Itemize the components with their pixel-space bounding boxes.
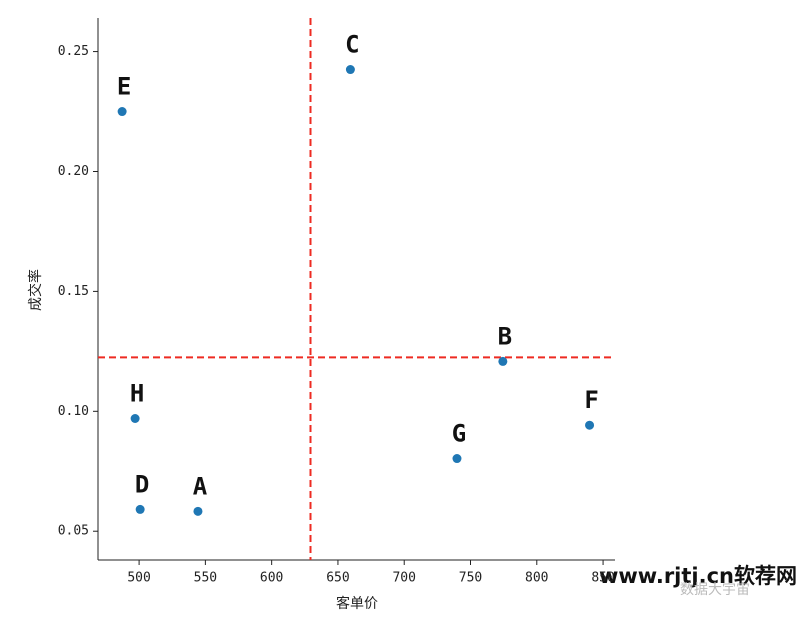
point (193, 506, 203, 516)
x-tick-label: 850 (591, 571, 614, 586)
watermark: 数据大宇宙 (680, 582, 750, 598)
y-tick-label: 0.10 (58, 404, 89, 419)
point-label: D (135, 470, 149, 498)
y-tick-label: 0.20 (58, 164, 89, 179)
x-tick-label: 600 (260, 571, 283, 586)
point (585, 420, 595, 430)
y-tick-label: 0.25 (58, 44, 89, 59)
point-label: C (345, 31, 359, 59)
point-label: B (498, 322, 512, 350)
x-tick-label: 800 (525, 571, 548, 586)
point (452, 454, 462, 464)
point-label: F (584, 386, 598, 414)
point (117, 107, 127, 117)
point-label: E (117, 73, 131, 101)
x-tick-label: 550 (194, 571, 217, 586)
point-label: G (452, 420, 466, 448)
y-tick-label: 0.15 (58, 284, 89, 299)
point (345, 65, 355, 75)
x-tick-label: 650 (326, 571, 349, 586)
watermark: www.rjtj.cn软荐网 (599, 564, 797, 588)
point-label: A (193, 472, 208, 500)
x-tick-label: 750 (459, 571, 482, 586)
x-tick-label: 700 (392, 571, 415, 586)
point (135, 504, 145, 514)
point (130, 414, 140, 424)
x-tick-label: 500 (127, 571, 150, 586)
x-axis-title: 客单价 (336, 595, 378, 612)
point-label: H (130, 380, 144, 408)
y-tick-label: 0.05 (58, 524, 89, 539)
y-axis-title: 成交率 (27, 269, 44, 311)
point (498, 356, 508, 366)
